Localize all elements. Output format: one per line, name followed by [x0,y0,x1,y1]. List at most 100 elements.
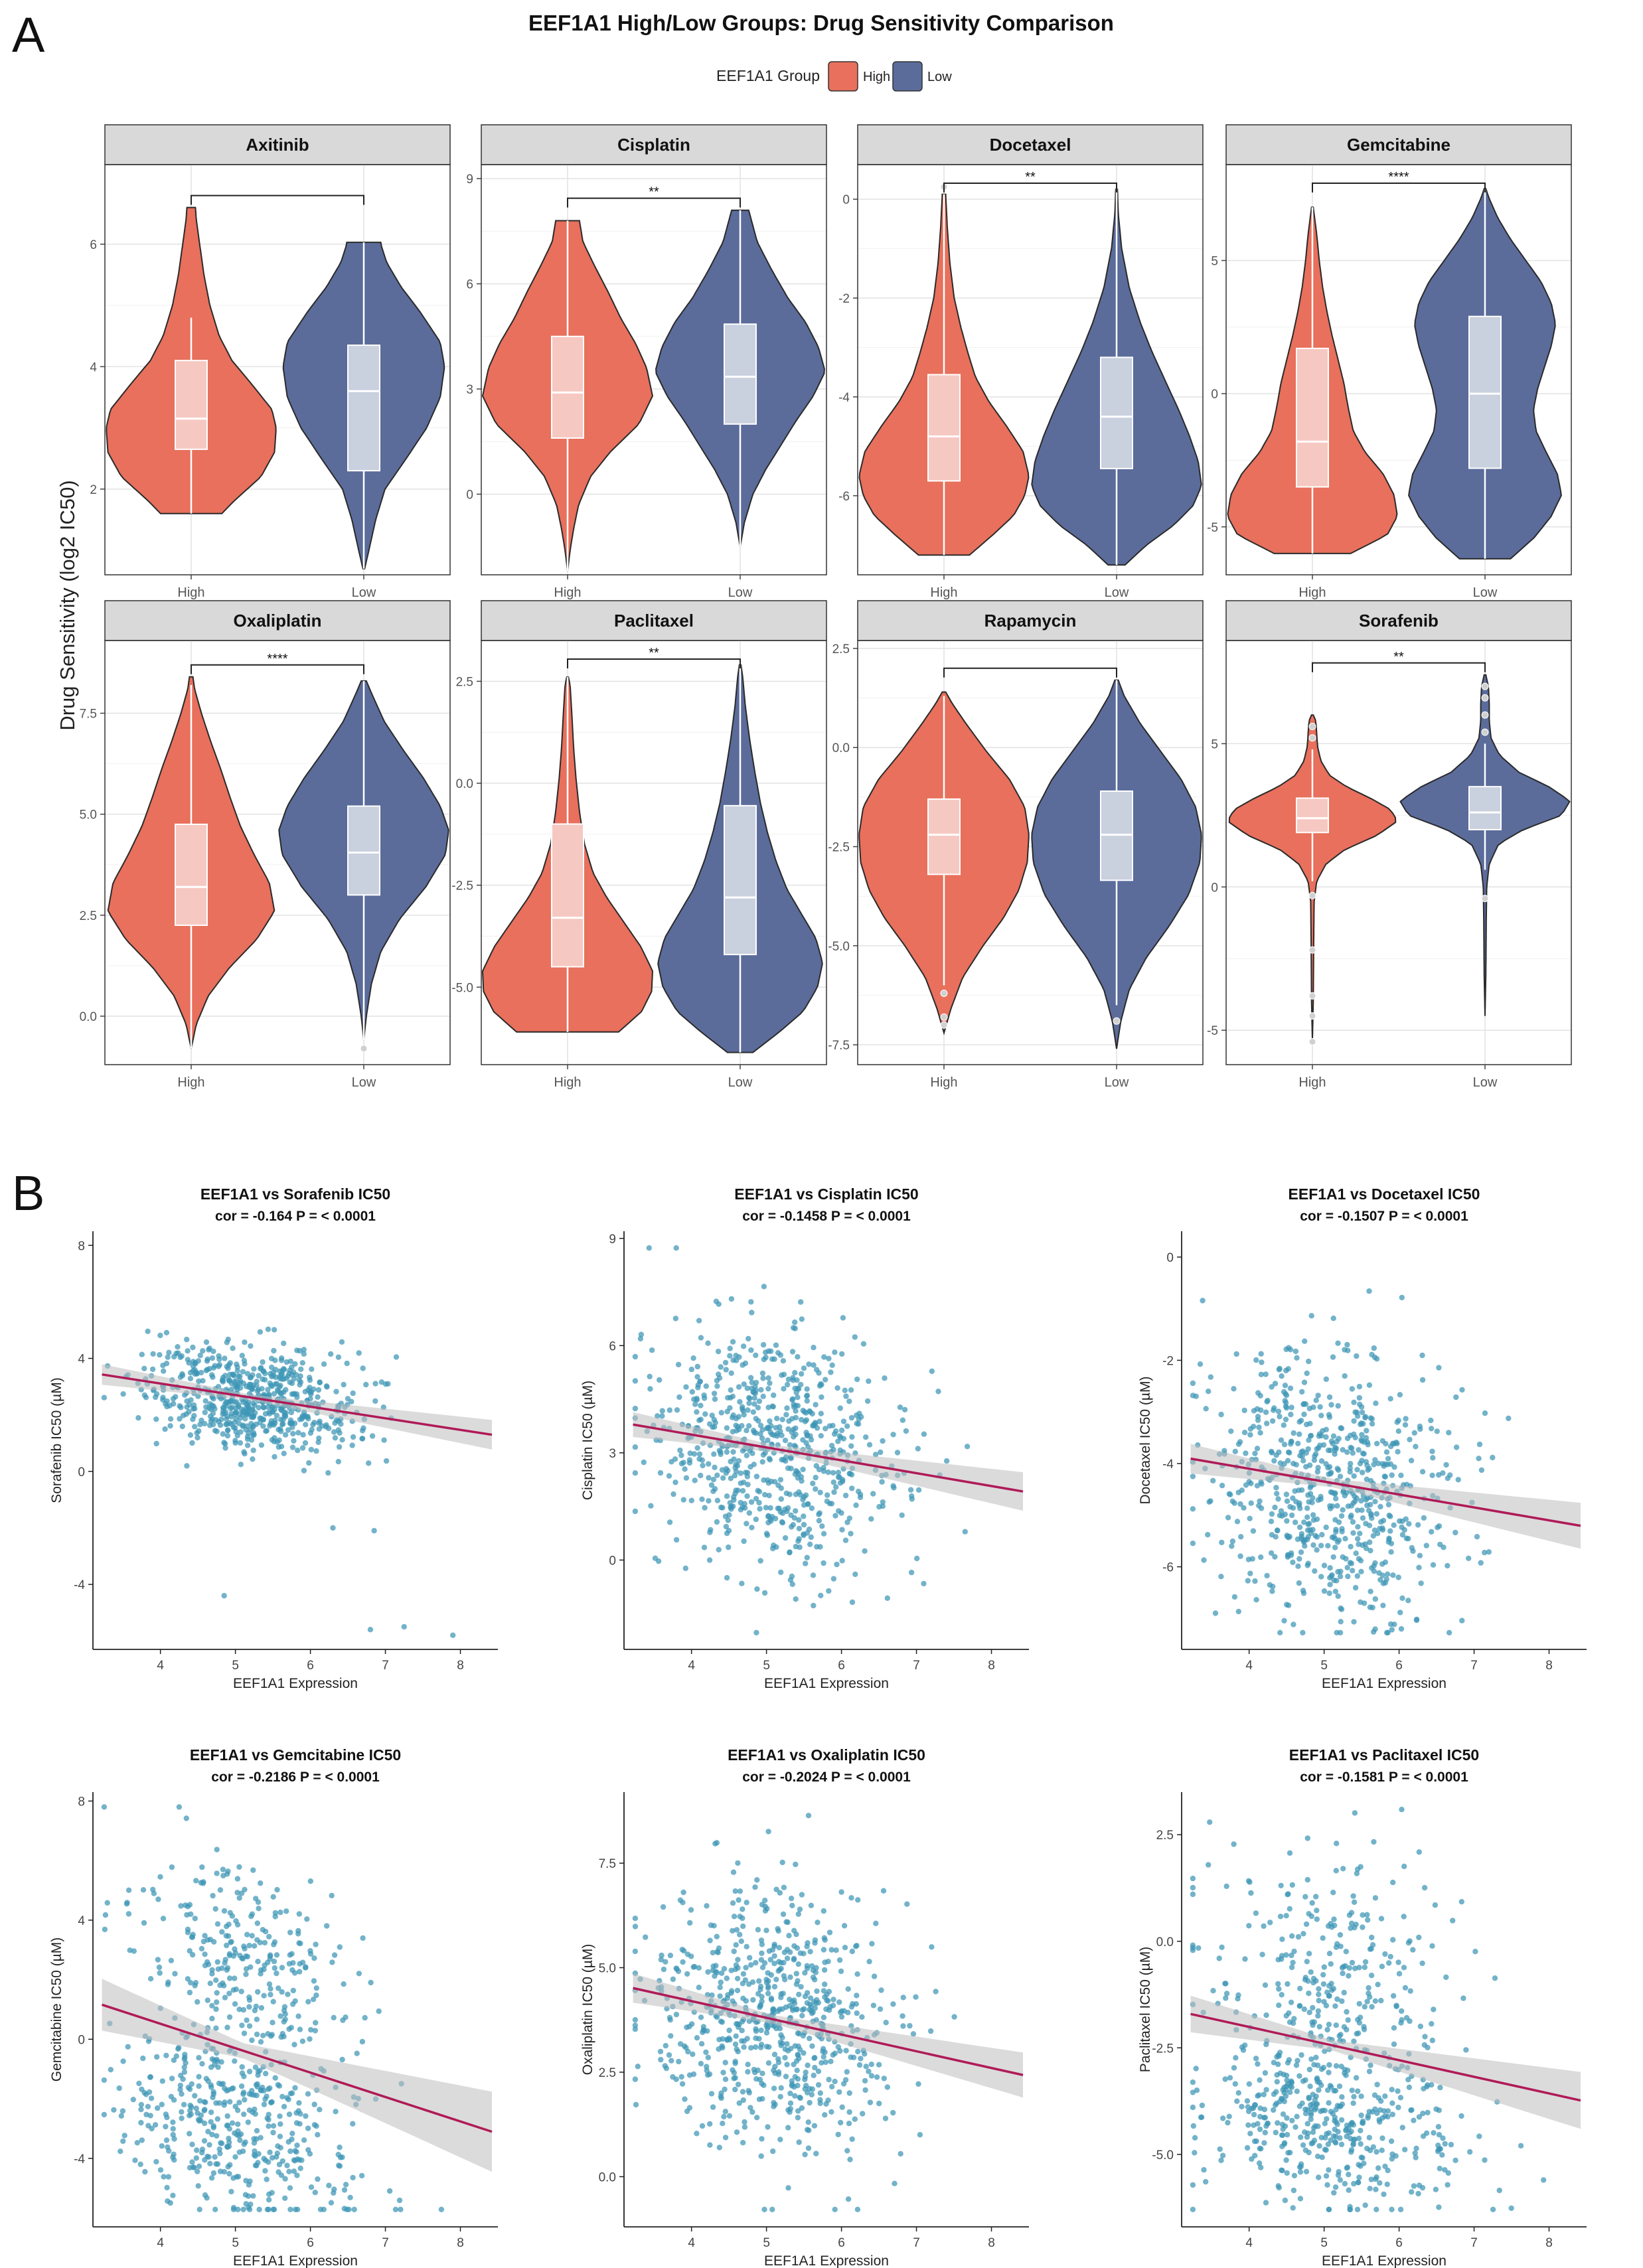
y-tick-label: 9 [466,173,473,187]
data-point [266,1933,272,1939]
data-point [1437,2146,1443,2152]
data-point [207,1401,213,1407]
data-point [854,2206,861,2212]
data-point [914,1555,920,1562]
data-point [274,1970,279,1977]
data-point [1399,2125,1405,2131]
data-point [1356,2174,1362,2180]
data-point [279,1965,285,1971]
data-point [1407,1938,1413,1944]
data-point [362,2014,368,2021]
data-point [232,2058,238,2064]
data-point [1318,1412,1324,1418]
data-point [759,1370,766,1377]
data-point [1337,1474,1344,1479]
data-point [266,2197,272,2203]
data-point [1310,2129,1316,2135]
data-point [193,2105,199,2111]
data-point [235,2121,241,2127]
data-point [1295,1563,1301,1569]
data-point [1343,1949,1350,1955]
data-point [738,1938,745,1944]
data-point [921,1431,927,1437]
data-point [1375,2165,1381,2171]
data-point [836,2089,842,2095]
data-point [1467,2149,1473,2155]
data-point [217,1422,224,1428]
data-point [350,1390,356,1397]
data-point [250,1372,256,1378]
data-point [1306,1911,1312,1917]
data-point [659,1408,665,1414]
data-point [1379,1525,1385,1531]
data-point [809,2086,816,2092]
data-point [283,1387,289,1393]
data-point [798,1299,804,1305]
data-point [172,1971,178,1977]
data-point [1241,1430,1248,1436]
data-point [1389,2100,1395,2106]
data-point [308,2026,314,2033]
data-point [176,1804,183,1810]
data-point [1283,2072,1290,2079]
data-point [856,1410,862,1416]
data-point [728,1296,735,1302]
data-point [1372,1560,1378,1566]
data-point [213,2006,219,2012]
data-point [837,2009,844,2016]
data-point [204,1358,210,1364]
data-point [753,1379,759,1386]
data-point [815,1920,821,1926]
data-point [839,1478,846,1485]
data-point [1291,1430,1296,1436]
data-point [782,2055,788,2061]
y-tick-label: 0 [1166,1251,1174,1265]
data-point [801,1365,807,1371]
data-point [1334,1841,1340,1847]
x-axis-title: EEF1A1 Expression [233,2253,358,2268]
data-point [1298,2161,1304,2167]
data-point [1294,2088,1300,2094]
data-point [725,1517,732,1523]
data-point [1395,1428,1401,1434]
confidence-band [102,1979,493,2172]
data-point [224,1942,230,1949]
data-point [1435,1525,1441,1531]
data-point [208,2109,214,2115]
data-point [672,1479,678,1485]
data-point [209,1971,215,1977]
regression-line [1190,1457,1581,1527]
data-point [795,1978,801,1984]
data-point [184,1336,190,1343]
data-point [747,2105,753,2111]
data-point [632,1948,639,1955]
data-point [230,1424,237,1430]
data-point [1313,1894,1319,1900]
data-point [722,2135,729,2141]
data-point [730,1393,736,1399]
data-point [766,1456,773,1462]
data-point [1328,1402,1334,1408]
data-point [1312,2097,1318,2103]
data-point [326,2182,332,2188]
data-point [1247,1432,1253,1438]
data-point [214,2133,220,2139]
data-point [838,1434,844,1441]
data-point [765,1513,771,1520]
data-point [176,2044,182,2051]
data-point [825,2097,831,2103]
data-point [773,1424,779,1431]
data-point [1239,2103,1245,2109]
data-point [1257,1393,1263,1399]
data-point [234,2132,240,2138]
data-point [821,1967,828,1973]
data-point [730,1449,736,1455]
data-point [720,2070,726,2076]
data-point [160,1395,166,1400]
data-point [1341,2024,1348,2030]
data-point [647,1373,653,1380]
data-point [739,2028,745,2034]
data-point [1349,1386,1356,1392]
data-point [830,1479,837,1485]
data-point [830,2003,836,2008]
